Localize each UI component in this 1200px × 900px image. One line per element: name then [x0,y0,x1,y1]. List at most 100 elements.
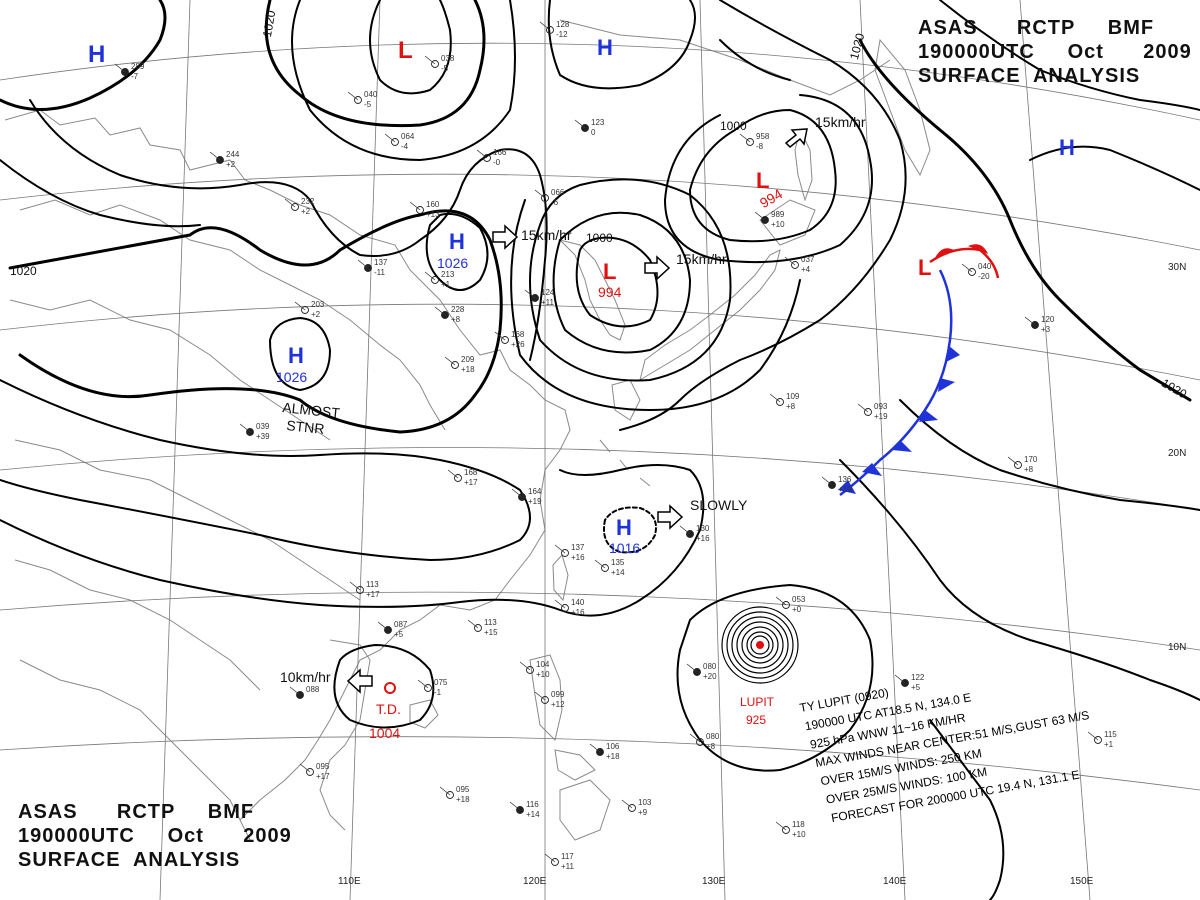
station-pressure: 958 [756,132,770,141]
wind-barb-icon [439,786,451,796]
wind-barb-icon [239,423,251,433]
station-plot: 103+9 [621,798,652,817]
station-tendency: -11 [374,268,386,277]
station-circle-icon [746,138,754,146]
station-plot: 113+15 [467,618,498,637]
coast-indochina [319,639,371,831]
high-pressure-symbol: H [597,35,613,60]
typhoon-name: LUPIT [740,695,775,709]
wind-barb-icon [679,525,691,535]
typhoon-ring [746,631,774,659]
coast-japan-honshu [639,249,781,382]
station-pressure: 137 [571,543,585,552]
isobar-value-label: 1020 [10,264,37,278]
low-pressure-value: 994 [598,284,622,300]
station-pressure: 040 [978,262,992,271]
station-tendency: +16 [571,553,585,562]
movement-speed-label: SLOWLY [690,497,748,513]
station-tendency: +9 [638,808,648,817]
station-tendency: +19 [874,412,888,421]
station-pressure: 128 [556,20,570,29]
station-pressure: 113 [484,618,497,627]
station-circle-icon [782,601,790,609]
station-plot: 989+10 [754,210,785,229]
station-pressure: 228 [451,305,465,314]
station-tendency: +14 [611,568,625,577]
pressure-systems: H L H H 1026 H 1026 L 994 L 994 L H H 10… [88,35,1075,556]
station-tendency: -5 [441,64,449,73]
station-plot: 244+2 [209,150,240,169]
wind-barb-icon [961,263,973,273]
station-plot: 135+14 [594,558,625,577]
station-tendency: +15 [484,628,498,637]
station-plot: 080+20 [686,662,717,681]
isobar-typhoon-outer [676,584,874,772]
lon-label-140e: 140E [883,876,907,887]
station-plot: 113+17 [349,580,380,599]
wind-barb-icon [574,119,586,129]
movement-speed-label: 15km/hr [676,251,727,267]
station-plot: 166-0 [476,148,507,167]
coast-hainan [409,699,439,729]
isobar [547,0,696,90]
station-tendency: +2 [301,207,311,216]
wind-barb-icon [534,691,546,701]
isobar [291,0,516,161]
station-pressure: 135 [611,558,625,567]
station-tendency: +5 [911,683,921,692]
arrow-northeast [784,128,808,149]
wind-barb-icon [347,91,359,101]
station-circle-icon [696,738,704,746]
station-circle-icon [546,26,554,34]
coast-japan-kyushu [611,379,641,421]
station-tendency: +12 [551,700,565,709]
wind-barb-icon [534,189,546,199]
wind-barb-icon [357,259,369,269]
longitude-line [699,0,726,900]
lat-label-10n: 10N [1168,642,1186,653]
station-tendency: +10 [771,220,785,229]
station-tendency: +4 [801,265,811,274]
station-plot: 095+18 [439,785,470,804]
station-pressure: 124 [541,288,555,297]
station-circle-icon [541,194,549,202]
station-tendency: -6 [551,198,559,207]
station-circle-icon [391,138,399,146]
station-circle-icon [551,858,559,866]
typhoon-ring [731,616,789,674]
station-pressure: 120 [1041,315,1055,324]
station-tendency: +11 [561,862,575,871]
station-tendency: +8 [451,315,461,324]
station-plot: 109+8 [769,392,800,411]
station-plot: 099+12 [534,690,565,709]
isobar-1020 [858,38,1192,402]
wind-barb-icon [494,331,506,341]
wind-barb-icon [409,201,421,211]
isobar [0,379,531,561]
station-plot: 087+5 [377,620,408,639]
isobar-1000 [689,109,837,243]
station-plot: 168+17 [447,468,478,487]
typhoon-ring [726,611,794,679]
station-tendency: -0 [493,158,501,167]
typhoon-ring [736,621,784,669]
coast-visayas [554,749,596,781]
station-plot: 039+39 [239,422,270,441]
station-plot: 203+2 [294,300,325,319]
station-circle-icon [561,604,569,612]
station-plot: 164+19 [511,487,542,506]
grid-labels: 110E 120E 130E 140E 150E 30N 20N 10N [338,262,1186,887]
station-tendency: +19 [838,485,852,494]
arrow-east [657,504,684,530]
cold-front-barb [862,463,882,476]
station-circle-icon [601,564,609,572]
station-tendency: +11 [541,298,555,307]
station-tendency: +17 [366,590,380,599]
isobar-high-ring-dashed [603,506,657,554]
station-plot: 168+26 [494,330,525,349]
coast-inner-4 [14,559,261,691]
station-tendency: +16 [571,608,585,617]
coast-inner-2 [9,299,331,441]
wind-barb-icon [114,63,126,73]
station-plot: 117+11 [544,852,575,871]
